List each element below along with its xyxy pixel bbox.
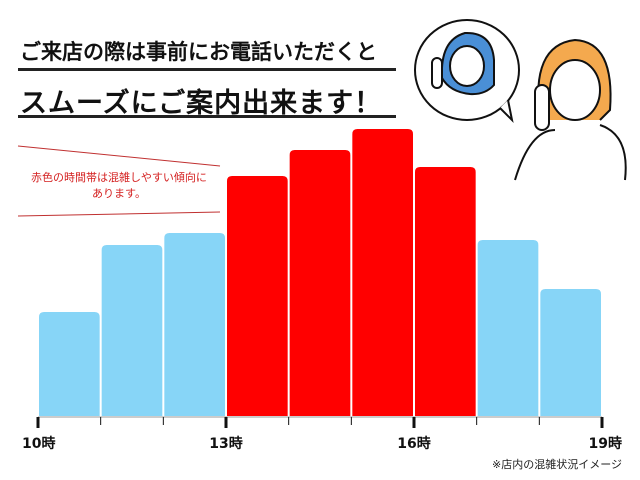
- woman-face: [549, 59, 601, 121]
- bar-11時: [101, 245, 163, 416]
- divider: [18, 68, 396, 71]
- header-line-1: ご来店の際は事前にお電話いただくと: [20, 40, 377, 64]
- note-line-2: あります。: [92, 187, 146, 200]
- bar-12時: [164, 233, 225, 416]
- note-line-bottom: [17, 211, 221, 217]
- bar-14時: [289, 150, 351, 416]
- bar-17時: [477, 240, 539, 416]
- x-tick-label: 10時: [22, 435, 55, 452]
- divider: [18, 115, 396, 118]
- phone-icon: [431, 57, 443, 89]
- bar-18時: [540, 289, 601, 416]
- footnote: ※店内の混雑状況イメージ: [492, 458, 622, 471]
- bar-10時: [39, 312, 100, 416]
- phone-icon: [534, 84, 550, 131]
- woman-face: [449, 45, 485, 87]
- bar-15時: [352, 129, 413, 416]
- bar-13時: [227, 176, 288, 416]
- busy-note: 赤色の時間帯は混雑しやすい傾向に あります。: [14, 170, 224, 202]
- x-tick-label: 19時: [589, 435, 622, 452]
- note-line-top: [17, 145, 221, 167]
- bar-16時: [415, 167, 476, 416]
- note-line-1: 赤色の時間帯は混雑しやすい傾向に: [31, 171, 207, 184]
- x-tick-label: 13時: [209, 435, 242, 452]
- x-tick-label: 16時: [397, 435, 430, 452]
- illustration-phone-call: [414, 19, 627, 181]
- header-line-2: スムーズにご案内出来ます！: [20, 88, 383, 119]
